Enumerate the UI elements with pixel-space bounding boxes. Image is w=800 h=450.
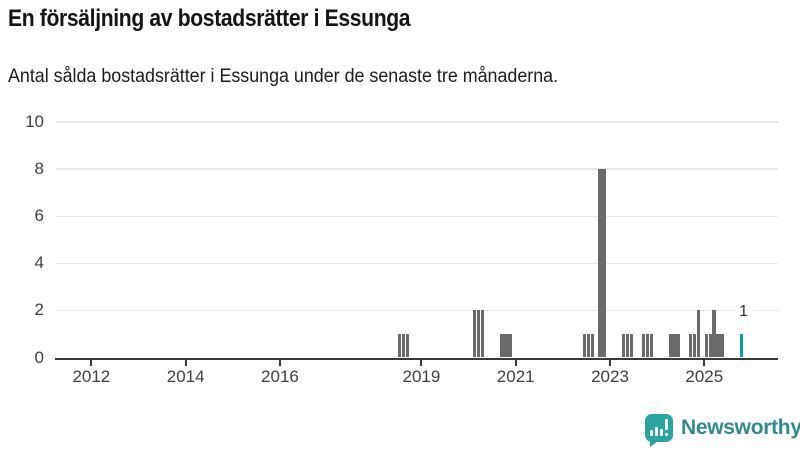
x-axis-tick xyxy=(703,360,706,367)
x-axis-tick xyxy=(90,360,93,367)
bar xyxy=(602,169,606,358)
x-axis-tick-label: 2012 xyxy=(72,367,111,386)
x-axis-tick xyxy=(278,360,281,367)
logo-exclamation-icon xyxy=(664,419,668,430)
bar xyxy=(629,333,634,358)
bar xyxy=(622,333,626,358)
x-axis-tick-label: 2021 xyxy=(496,367,535,386)
x-axis-tick-label: 2019 xyxy=(402,367,441,386)
bar xyxy=(476,310,481,358)
logo-mini-bar xyxy=(649,430,653,436)
bar xyxy=(402,333,406,358)
gridline-y-2 xyxy=(56,309,778,312)
x-axis-tick-label: 2016 xyxy=(261,367,299,386)
x-axis-tick xyxy=(514,360,517,367)
x-axis-tick-label: 2025 xyxy=(685,367,724,386)
newsworthy-bar-chart-icon xyxy=(645,414,673,442)
bar xyxy=(625,333,630,358)
bar xyxy=(708,333,712,358)
bar xyxy=(405,333,410,358)
logo-mini-bar xyxy=(654,427,658,436)
highlight-bar xyxy=(739,333,744,358)
bar xyxy=(669,333,673,358)
logo-mini-bar xyxy=(659,429,663,436)
y-axis-tick-label: 8 xyxy=(34,159,44,179)
x-axis-tick-label: 2023 xyxy=(591,367,629,386)
bar xyxy=(598,169,602,358)
bar xyxy=(641,333,646,358)
bar-value-label: 1 xyxy=(735,302,753,321)
page-title: En försäljning av bostadsrätter i Essung… xyxy=(8,5,411,32)
bar xyxy=(677,333,681,358)
bar xyxy=(480,310,484,358)
bar xyxy=(582,333,587,358)
x-axis-tick xyxy=(184,360,187,367)
gridline-y-10 xyxy=(56,121,778,123)
bar xyxy=(720,333,724,358)
bar xyxy=(688,333,693,358)
y-axis-tick-label: 10 xyxy=(25,112,44,131)
y-axis-tick-label: 4 xyxy=(34,253,44,273)
gridline-y-8 xyxy=(56,168,778,170)
bar xyxy=(712,310,716,358)
bar xyxy=(590,333,595,358)
newsworthy-logo[interactable]: Newsworthy xyxy=(643,413,800,447)
bar xyxy=(673,333,677,358)
page-subtitle: Antal sålda bostadsrätter i Essunga unde… xyxy=(8,66,559,87)
bar xyxy=(500,333,504,358)
x-axis-line xyxy=(55,357,778,361)
y-axis-tick-label: 6 xyxy=(34,206,44,226)
bar xyxy=(696,310,701,358)
bar xyxy=(508,333,512,358)
y-axis-tick-label: 0 xyxy=(34,347,44,367)
bar xyxy=(645,333,650,358)
gridline-y-6 xyxy=(56,215,778,217)
bar xyxy=(649,333,653,358)
newsworthy-wordmark: Newsworthy xyxy=(681,416,800,439)
bar xyxy=(586,333,591,358)
bar xyxy=(504,333,508,358)
speech-bubble-tail-icon xyxy=(650,441,658,447)
logo-exclamation-icon xyxy=(664,433,668,437)
bar xyxy=(704,333,708,358)
gridline-y-4 xyxy=(56,262,778,264)
x-axis-tick-label: 2014 xyxy=(166,367,205,386)
x-axis-tick xyxy=(609,360,611,367)
bar xyxy=(398,333,402,358)
bar xyxy=(716,333,720,358)
x-axis-tick xyxy=(420,360,423,367)
bar xyxy=(692,333,697,358)
y-axis-tick-label: 2 xyxy=(34,300,44,320)
bar xyxy=(472,310,477,358)
